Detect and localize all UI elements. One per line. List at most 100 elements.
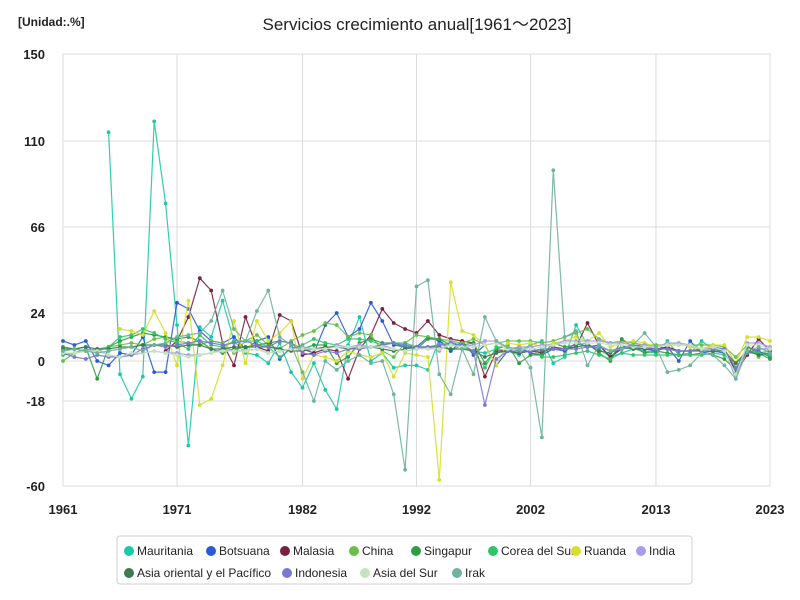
data-point — [357, 327, 362, 331]
data-point — [140, 333, 145, 337]
data-point — [380, 351, 385, 355]
legend-item: Corea del Sur — [488, 544, 575, 558]
series-mauritania — [106, 119, 772, 448]
data-point — [631, 339, 636, 343]
data-point — [95, 359, 100, 363]
data-point — [277, 339, 282, 343]
unit-label: [Unidad:.%] — [18, 15, 85, 29]
data-point — [152, 370, 157, 374]
legend-item: India — [636, 544, 675, 558]
data-point — [140, 374, 145, 379]
data-point — [414, 363, 419, 368]
data-point — [483, 343, 487, 347]
series-line — [165, 277, 771, 381]
legend-label: India — [649, 544, 675, 558]
data-point — [209, 396, 214, 401]
data-point — [437, 478, 442, 482]
data-point — [460, 347, 464, 351]
data-point — [323, 359, 328, 363]
data-point — [517, 361, 521, 366]
data-point — [380, 319, 385, 323]
data-point — [186, 443, 191, 448]
data-point — [232, 349, 236, 353]
legend-label: Asia oriental y el Pacífico — [137, 566, 271, 580]
data-point — [220, 343, 225, 347]
data-point — [163, 331, 168, 335]
data-point — [619, 337, 624, 341]
data-point — [255, 319, 259, 323]
data-point — [448, 392, 453, 397]
data-point — [312, 347, 316, 351]
data-point — [209, 288, 214, 293]
data-point — [688, 343, 693, 347]
data-point — [756, 345, 761, 349]
legend-item: Botsuana — [206, 544, 270, 558]
data-point — [197, 403, 202, 407]
legend-item: Indonesia — [282, 566, 347, 580]
data-point — [574, 351, 578, 355]
data-point — [266, 345, 271, 349]
data-point — [334, 407, 339, 411]
legend-label: Asia del Sur — [373, 566, 438, 580]
legend-item: Asia oriental y el Pacífico — [124, 566, 271, 580]
data-point — [403, 343, 407, 347]
data-point — [334, 368, 339, 372]
data-point — [494, 351, 499, 355]
data-point — [585, 363, 590, 368]
data-point — [460, 329, 464, 333]
data-point — [631, 353, 636, 357]
legend-item: Malasia — [280, 544, 335, 558]
legend-swatch — [636, 546, 646, 556]
y-tick-label: -18 — [26, 394, 45, 409]
y-tick-label: 66 — [31, 220, 45, 235]
data-point — [255, 347, 259, 351]
data-point — [357, 353, 362, 357]
data-point — [175, 343, 179, 347]
data-point — [163, 341, 168, 345]
data-point — [414, 353, 419, 357]
data-point — [323, 321, 328, 325]
data-point — [391, 321, 396, 325]
data-point — [426, 319, 430, 323]
data-point — [72, 355, 77, 359]
data-point — [665, 347, 670, 351]
data-point — [243, 349, 248, 353]
data-point — [369, 355, 373, 359]
data-point — [152, 343, 157, 347]
data-point — [380, 307, 385, 311]
data-point — [369, 333, 373, 337]
data-point — [175, 300, 179, 305]
legend-swatch — [124, 546, 134, 556]
data-point — [334, 345, 339, 349]
data-point — [106, 130, 111, 135]
y-tick-label: 24 — [31, 306, 46, 321]
data-point — [255, 333, 259, 337]
data-point — [756, 335, 761, 339]
legend-swatch — [206, 546, 216, 556]
data-point — [642, 353, 647, 357]
data-point — [437, 372, 442, 377]
data-point — [711, 345, 715, 349]
data-point — [83, 339, 88, 343]
legend-label: Malasia — [293, 544, 335, 558]
data-point — [403, 363, 407, 368]
data-point — [619, 347, 624, 351]
data-point — [163, 345, 168, 349]
data-point — [277, 335, 282, 339]
data-point — [323, 388, 328, 392]
data-point — [471, 372, 476, 377]
data-point — [562, 353, 567, 357]
data-point — [266, 351, 271, 355]
data-point — [106, 353, 111, 357]
data-point — [312, 361, 316, 366]
data-point — [551, 355, 556, 359]
data-point — [323, 355, 328, 359]
data-point — [346, 355, 350, 359]
data-point — [699, 347, 704, 351]
data-point — [608, 343, 613, 347]
data-point — [220, 349, 225, 353]
data-point — [95, 376, 100, 381]
data-point — [437, 343, 442, 347]
data-point — [391, 341, 396, 345]
data-point — [106, 363, 111, 368]
